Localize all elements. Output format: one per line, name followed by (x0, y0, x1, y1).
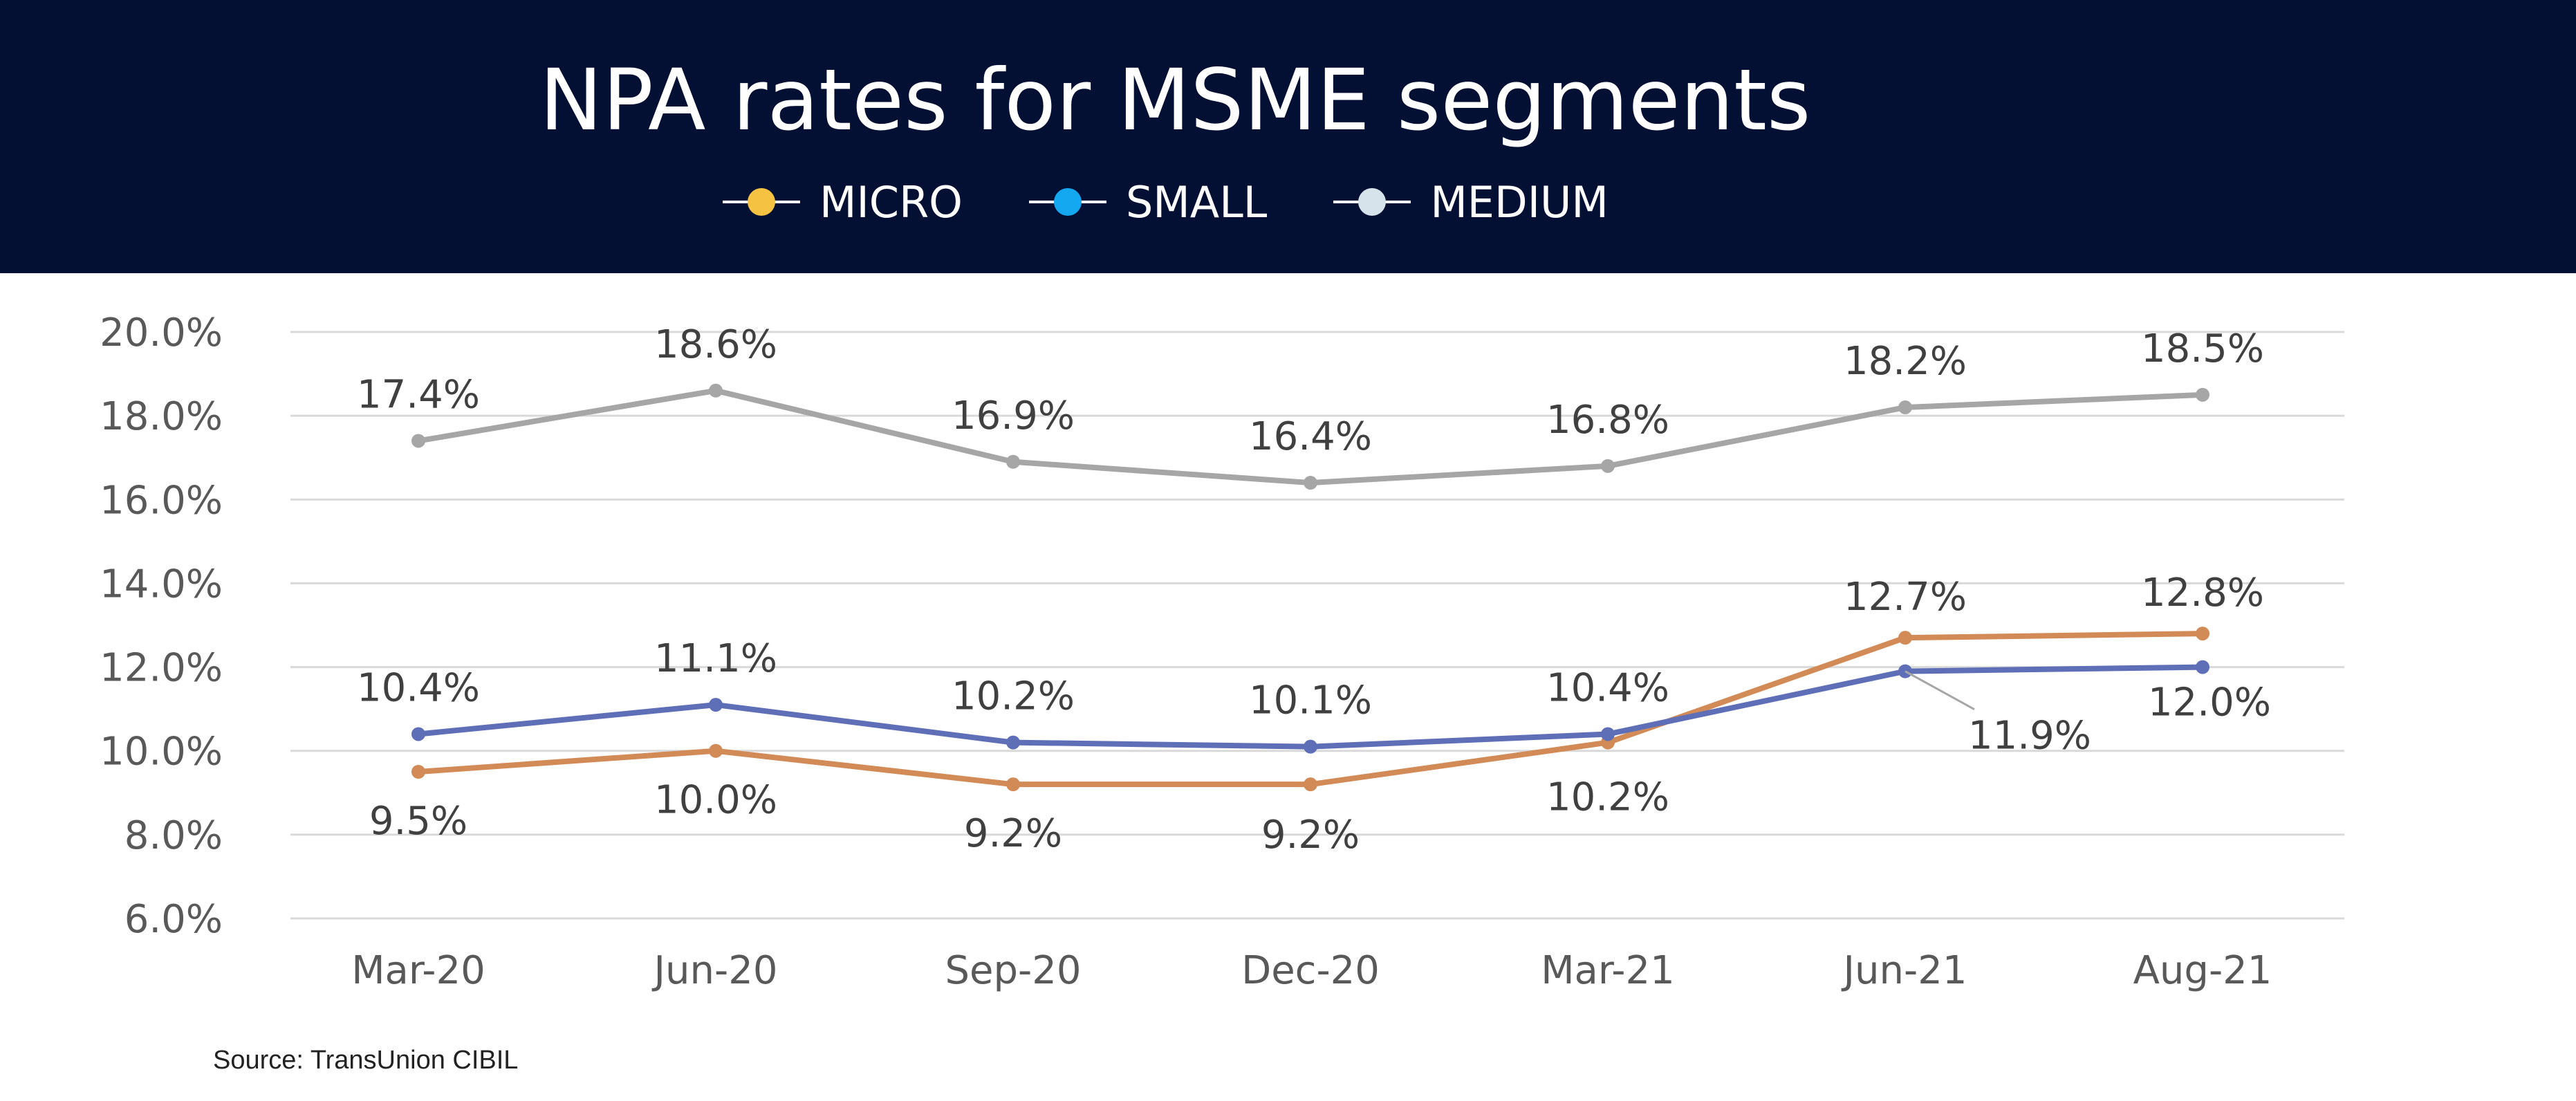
legend-label: MEDIUM (1430, 176, 1609, 228)
data-label-medium: 17.4% (357, 372, 480, 417)
x-tick-label: Mar-20 (351, 948, 485, 993)
data-point-micro (1006, 777, 1020, 792)
y-tick-label: 14.0% (100, 562, 223, 607)
legend-item-small: SMALL (1028, 176, 1268, 228)
data-label-small: 10.1% (1249, 678, 1372, 723)
data-label-micro: 9.5% (369, 799, 467, 844)
legend-label: MICRO (819, 176, 963, 228)
y-tick-label: 8.0% (124, 813, 223, 858)
data-point-small (1006, 735, 1020, 750)
data-point-medium (709, 383, 723, 398)
leader-line (1905, 670, 1975, 710)
legend-marker-icon (1028, 188, 1106, 216)
legend-item-micro: MICRO (723, 177, 963, 228)
data-point-small (1304, 739, 1317, 754)
legend-marker-icon (723, 188, 800, 216)
data-label-micro: 9.2% (964, 811, 1062, 856)
x-tick-label: Mar-21 (1541, 948, 1675, 993)
data-label-micro: 10.0% (654, 778, 777, 823)
chart-legend: MICRO SMALL MEDIUM (723, 174, 1675, 230)
data-point-micro (1304, 777, 1317, 792)
data-point-small (411, 727, 425, 741)
data-label-micro: 10.2% (1546, 775, 1669, 820)
data-label-micro: 12.7% (1844, 575, 1967, 620)
y-tick-label: 6.0% (124, 897, 223, 942)
data-label-micro: 12.8% (2141, 571, 2264, 616)
header-banner: NPA rates for MSME segments MICRO SMALL … (0, 0, 2576, 273)
data-label-micro: 9.2% (1261, 813, 1360, 858)
data-point-micro (2196, 627, 2209, 641)
legend-label: SMALL (1125, 176, 1268, 228)
y-tick-label: 18.0% (100, 394, 223, 439)
data-point-micro (1898, 631, 1912, 645)
source-note: Source: TransUnion CIBIL (213, 1046, 519, 1075)
data-point-medium (411, 434, 425, 448)
data-label-small: 10.4% (1546, 665, 1669, 710)
data-point-medium (1304, 476, 1317, 490)
data-label-small: 11.9% (1968, 714, 2091, 759)
data-label-medium: 18.6% (654, 322, 777, 367)
y-tick-label: 20.0% (100, 311, 223, 355)
y-tick-label: 12.0% (100, 646, 223, 691)
data-point-micro (709, 743, 723, 758)
data-point-small (1601, 727, 1615, 741)
data-label-medium: 16.4% (1249, 414, 1372, 459)
data-label-medium: 16.9% (952, 394, 1075, 438)
data-label-small: 10.4% (357, 665, 480, 710)
data-label-medium: 18.2% (1844, 339, 1967, 384)
x-tick-label: Jun-21 (1842, 948, 1967, 993)
x-tick-label: Jun-20 (652, 948, 778, 993)
chart-title: NPA rates for MSME segments (539, 51, 1811, 149)
x-tick-label: Sep-20 (945, 948, 1081, 993)
line-chart: 6.0% 8.0% 10.0% 12.0% 14.0% 16.0% 18.0% 20.0% Ma… (100, 311, 2344, 993)
legend-item-medium: MEDIUM (1333, 177, 1609, 228)
y-tick-label: 16.0% (100, 478, 223, 523)
data-point-medium (2196, 387, 2209, 402)
y-tick-label: 10.0% (100, 730, 223, 775)
data-label-small: 10.2% (952, 674, 1075, 719)
data-label-medium: 16.8% (1546, 398, 1669, 443)
legend-marker-icon (1333, 188, 1411, 216)
data-point-micro (411, 765, 425, 779)
data-point-small (709, 698, 723, 712)
data-point-medium (1601, 459, 1615, 473)
data-point-small (2196, 660, 2209, 674)
data-label-medium: 18.5% (2141, 326, 2264, 371)
data-point-medium (1006, 454, 1020, 469)
data-label-small: 11.1% (654, 636, 777, 681)
x-tick-label: Aug-21 (2133, 948, 2272, 993)
x-tick-label: Dec-20 (1241, 948, 1380, 993)
data-point-medium (1898, 400, 1912, 415)
data-label-small: 12.0% (2148, 681, 2271, 725)
